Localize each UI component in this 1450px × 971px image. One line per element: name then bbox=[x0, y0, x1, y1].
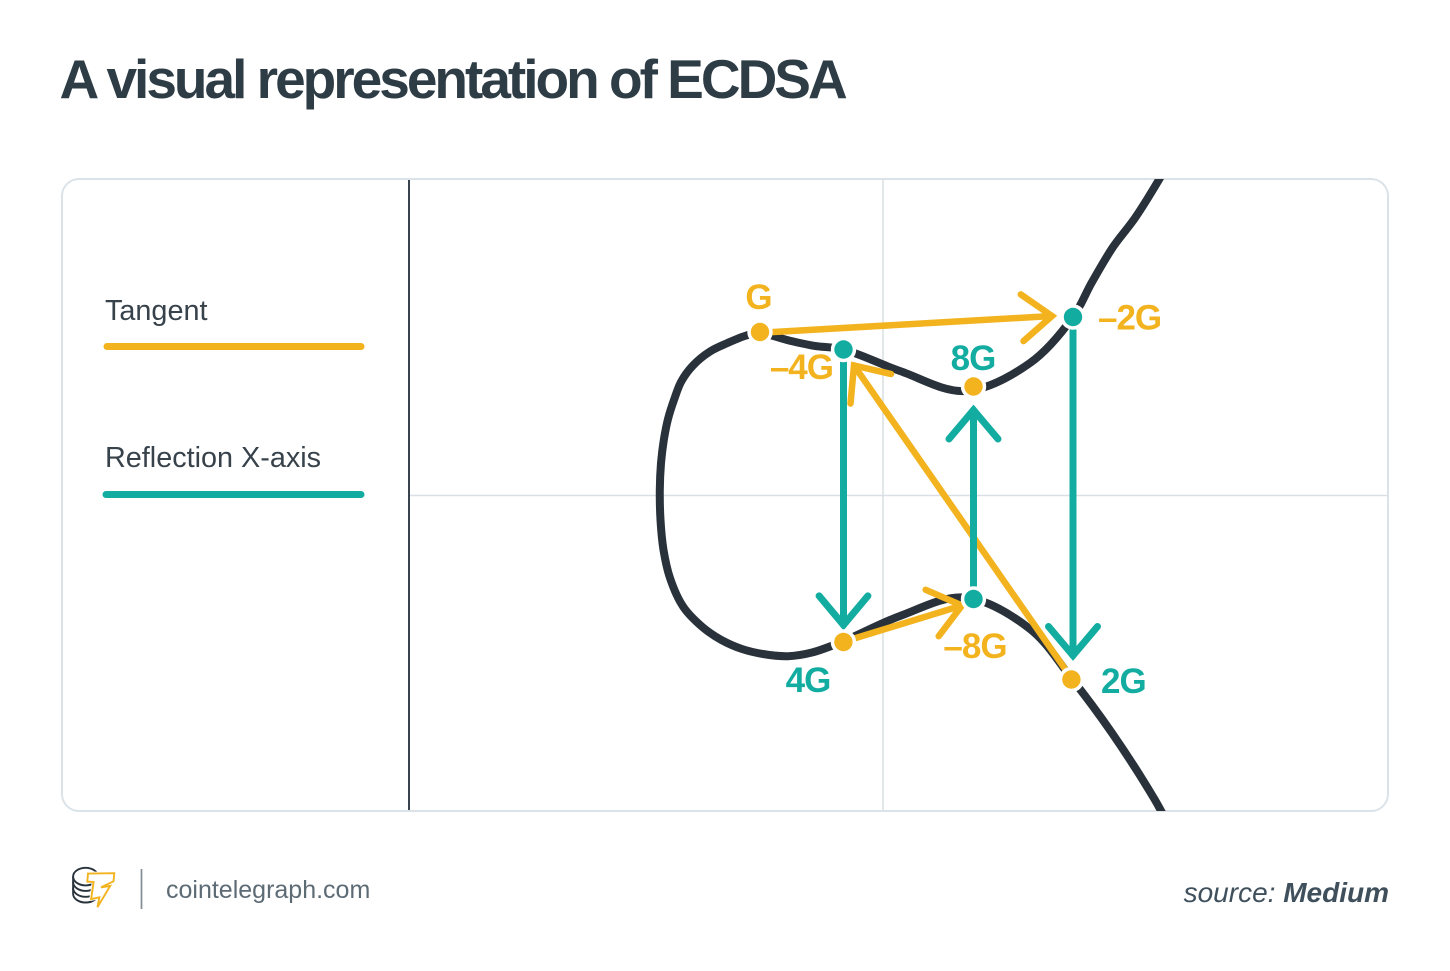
svg-text:2G: 2G bbox=[1101, 662, 1146, 701]
svg-text:4G: 4G bbox=[786, 661, 831, 700]
svg-text:Reflection X-axis: Reflection X-axis bbox=[105, 442, 321, 474]
svg-text:Tangent: Tangent bbox=[105, 295, 207, 327]
svg-text:–8G: –8G bbox=[943, 627, 1006, 666]
svg-text:G: G bbox=[745, 278, 771, 317]
svg-text:A visual representation of ECD: A visual representation of ECDSA bbox=[60, 48, 847, 110]
svg-text:–2G: –2G bbox=[1098, 299, 1161, 338]
svg-text:cointelegraph.com: cointelegraph.com bbox=[166, 876, 370, 904]
svg-text:8G: 8G bbox=[951, 339, 996, 378]
svg-text:source: Medium: source: Medium bbox=[1184, 877, 1389, 908]
svg-text:–4G: –4G bbox=[770, 348, 833, 387]
